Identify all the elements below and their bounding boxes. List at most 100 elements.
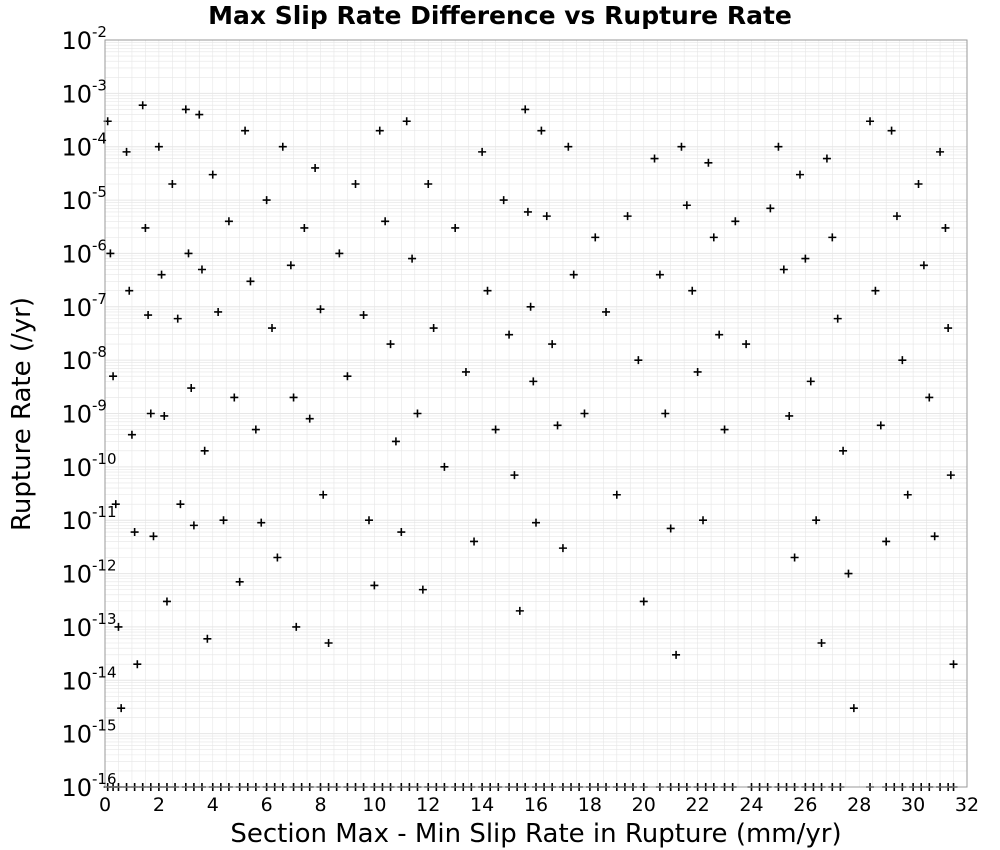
data-point bbox=[246, 277, 255, 286]
data-point bbox=[623, 212, 632, 221]
data-point bbox=[766, 204, 775, 213]
data-point bbox=[871, 286, 880, 295]
y-tick-exponent: -4 bbox=[92, 130, 107, 148]
y-tick-exponent: -11 bbox=[92, 503, 117, 521]
y-tick-base: 10 bbox=[61, 774, 92, 802]
data-point bbox=[817, 638, 826, 647]
y-tick-exponent: -12 bbox=[92, 557, 117, 575]
data-point bbox=[801, 254, 810, 263]
x-tick-label: 18 bbox=[578, 794, 602, 816]
data-point bbox=[876, 421, 885, 430]
data-point bbox=[602, 307, 611, 316]
x-tick-label: 20 bbox=[632, 794, 656, 816]
data-point bbox=[914, 180, 923, 189]
data-point bbox=[413, 409, 422, 418]
data-point bbox=[515, 606, 524, 615]
data-point bbox=[278, 142, 287, 151]
y-tick-base: 10 bbox=[61, 240, 92, 268]
data-point bbox=[351, 180, 360, 189]
data-point bbox=[553, 421, 562, 430]
y-tick-base: 10 bbox=[61, 561, 92, 589]
y-tick-exponent: -9 bbox=[92, 397, 107, 415]
y-tick-exponent: -6 bbox=[92, 236, 107, 254]
data-point bbox=[558, 544, 567, 553]
data-point bbox=[523, 207, 532, 216]
data-point bbox=[208, 170, 217, 179]
data-point bbox=[715, 330, 724, 339]
data-point bbox=[639, 597, 648, 606]
x-tick-label: 12 bbox=[416, 794, 440, 816]
y-tick-base: 10 bbox=[61, 27, 92, 55]
data-point bbox=[672, 650, 681, 659]
data-point bbox=[505, 330, 514, 339]
data-point bbox=[569, 270, 578, 279]
x-axis-label: Section Max - Min Slip Rate in Rupture (… bbox=[230, 819, 841, 849]
data-point bbox=[273, 553, 282, 562]
y-tick-label: 10 -3 bbox=[61, 76, 107, 108]
y-tick-base: 10 bbox=[61, 667, 92, 695]
data-point bbox=[141, 223, 150, 232]
x-tick-label: 30 bbox=[901, 794, 925, 816]
data-point bbox=[224, 217, 233, 226]
data-point bbox=[114, 622, 123, 631]
x-tick-label: 4 bbox=[207, 794, 219, 816]
data-point bbox=[149, 532, 158, 541]
data-point bbox=[391, 437, 400, 446]
data-point bbox=[370, 581, 379, 590]
data-point bbox=[903, 490, 912, 499]
data-point bbox=[203, 634, 212, 643]
data-point bbox=[930, 532, 939, 541]
y-tick-label: 10 -7 bbox=[61, 290, 107, 322]
data-point bbox=[892, 212, 901, 221]
y-tick-exponent: -2 bbox=[92, 23, 107, 41]
data-point bbox=[286, 261, 295, 270]
data-point bbox=[742, 340, 751, 349]
y-tick-base: 10 bbox=[61, 721, 92, 749]
data-point bbox=[268, 324, 277, 333]
y-tick-exponent: -10 bbox=[92, 450, 117, 468]
data-point bbox=[532, 518, 540, 527]
data-point bbox=[949, 660, 958, 669]
data-point bbox=[812, 516, 821, 525]
y-tick-exponent: -16 bbox=[92, 770, 117, 788]
data-point bbox=[677, 142, 686, 151]
data-points bbox=[103, 101, 958, 791]
data-point bbox=[189, 521, 198, 530]
data-point bbox=[106, 249, 115, 258]
x-tick-label: 14 bbox=[470, 794, 494, 816]
data-point bbox=[822, 154, 831, 163]
y-tick-base: 10 bbox=[61, 187, 92, 215]
data-point bbox=[300, 223, 309, 232]
y-tick-label: 10 -14 bbox=[61, 663, 116, 695]
y-tick-exponent: -7 bbox=[92, 290, 107, 308]
x-tick-label: 16 bbox=[524, 794, 548, 816]
data-point bbox=[774, 142, 783, 151]
y-tick-base: 10 bbox=[61, 614, 92, 642]
data-point bbox=[289, 393, 298, 402]
data-point bbox=[251, 425, 260, 434]
data-point bbox=[704, 158, 713, 167]
data-point bbox=[127, 430, 136, 439]
data-point bbox=[828, 233, 837, 242]
data-point bbox=[887, 126, 896, 135]
data-point bbox=[397, 528, 406, 537]
data-point bbox=[451, 223, 460, 232]
data-point bbox=[844, 569, 853, 578]
data-point bbox=[634, 356, 643, 365]
x-tick-label: 28 bbox=[847, 794, 871, 816]
data-point bbox=[790, 553, 799, 562]
y-tick-exponent: -13 bbox=[92, 610, 117, 628]
data-point bbox=[160, 411, 169, 420]
data-point bbox=[197, 265, 206, 274]
data-point bbox=[257, 518, 266, 527]
data-point bbox=[187, 384, 196, 393]
y-tick-label: 10 -5 bbox=[61, 183, 107, 215]
data-point bbox=[230, 393, 239, 402]
data-point bbox=[386, 340, 395, 349]
y-tick-exponent: -5 bbox=[92, 183, 107, 201]
data-point bbox=[429, 324, 438, 333]
data-point bbox=[319, 490, 328, 499]
data-point bbox=[130, 528, 139, 537]
y-tick-label: 10 -8 bbox=[61, 343, 107, 375]
